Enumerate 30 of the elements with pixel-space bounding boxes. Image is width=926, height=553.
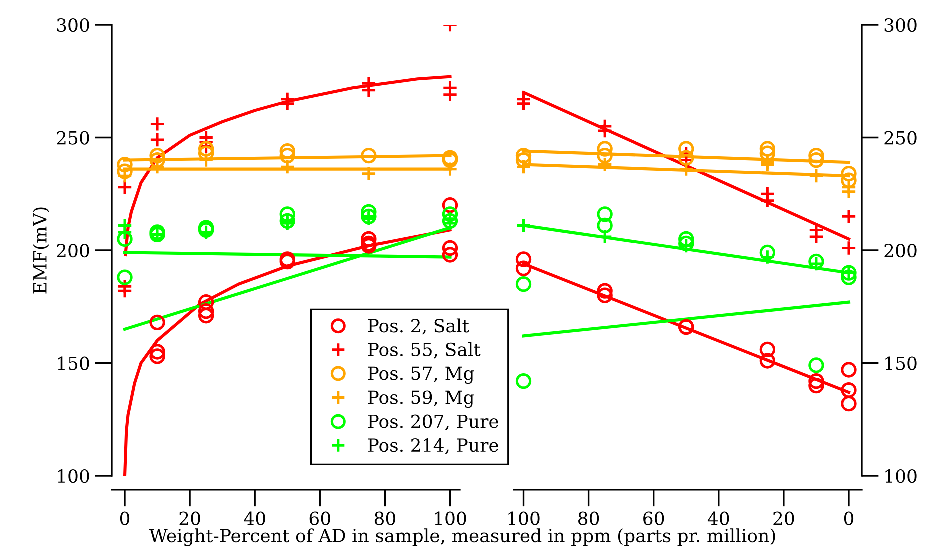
x-tick-label: 0 xyxy=(844,512,854,526)
y-tick-label: 100 xyxy=(58,469,90,484)
y-tick-label: 250 xyxy=(57,131,90,145)
x-tick-label: 60 xyxy=(310,512,330,526)
x-axis-title: Weight-Percent of AD in sample, measured in ppm (parts pr. million) xyxy=(149,528,776,546)
x-tick-label: 40 xyxy=(244,512,266,526)
legend-label: Pos. 214, Pure xyxy=(368,438,498,454)
y-axis-title: EMF(mV) xyxy=(32,208,50,294)
x-tick-label: 80 xyxy=(374,512,396,526)
y-tick-label: 150 xyxy=(886,356,917,370)
y-tick-label: 300 xyxy=(884,18,917,32)
y-tick-label: 200 xyxy=(57,244,90,258)
x-tick-label: 100 xyxy=(508,512,540,526)
y-tick-label: 100 xyxy=(886,469,917,484)
x-tick-label: 20 xyxy=(180,512,200,526)
x-tick-label: 60 xyxy=(644,512,664,526)
x-tick-label: 20 xyxy=(774,512,794,526)
x-tick-label: 80 xyxy=(578,512,600,526)
x-tick-label: 0 xyxy=(120,512,130,526)
legend-label: Pos. 207, Pure xyxy=(368,414,498,431)
legend-label: Pos. 2, Salt xyxy=(368,318,470,335)
legend-label: Pos. 59, Mg xyxy=(368,390,474,408)
legend-label: Pos. 55, Salt xyxy=(368,342,481,359)
y-tick-label: 300 xyxy=(57,18,90,32)
y-tick-label: 150 xyxy=(58,356,90,370)
y-tick-label: 250 xyxy=(884,131,917,145)
legend-label: Pos. 57, Mg xyxy=(368,366,474,384)
y-tick-label: 200 xyxy=(884,244,917,258)
x-tick-label: 40 xyxy=(708,512,730,526)
x-tick-label: 100 xyxy=(435,512,466,526)
